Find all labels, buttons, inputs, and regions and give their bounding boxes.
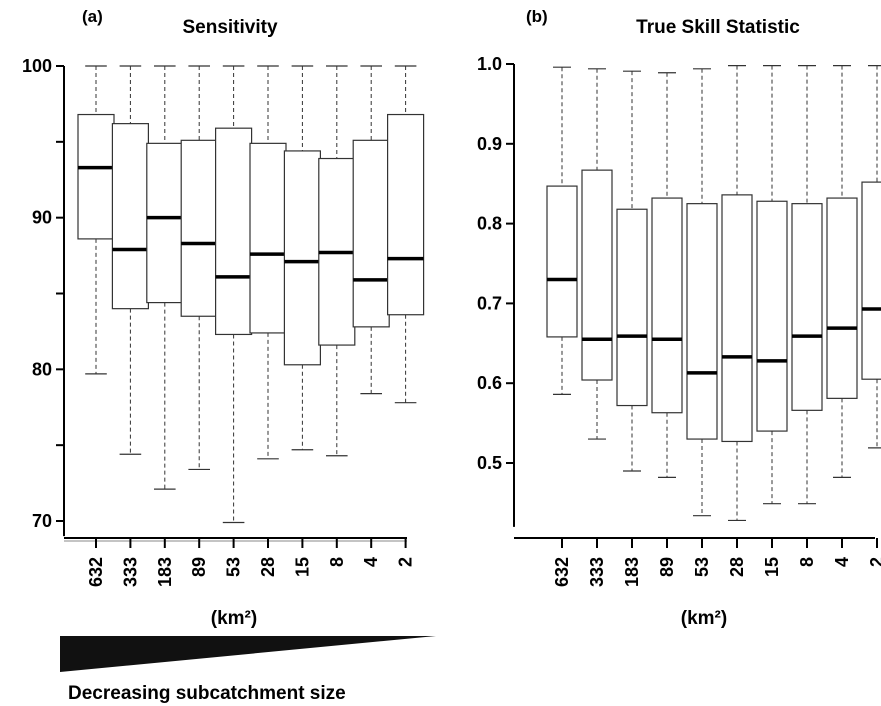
box-iqr bbox=[581, 169, 613, 381]
y-tick-label: 0.9 bbox=[477, 134, 502, 154]
x-tick-label: 53 bbox=[224, 557, 244, 577]
x-tick-label: 15 bbox=[292, 557, 312, 577]
box-15 bbox=[756, 64, 788, 505]
x-tick-label: 632 bbox=[86, 557, 106, 587]
box-15 bbox=[283, 65, 321, 451]
y-tick-label: 0.6 bbox=[477, 373, 502, 393]
x-tick-label: 632 bbox=[552, 557, 572, 587]
panel-a-sensitivity: (a) Sensitivity (km²) 70 80 90 100 632 333 183… bbox=[22, 7, 425, 629]
box-333 bbox=[581, 68, 613, 440]
box-iqr bbox=[180, 139, 218, 317]
box-iqr bbox=[686, 203, 718, 440]
x-tick-label: 53 bbox=[692, 557, 712, 577]
panel-b-title: True Skill Statistic bbox=[636, 17, 800, 38]
box-iqr bbox=[826, 197, 858, 399]
box-89 bbox=[651, 72, 683, 478]
x-tick-label: 4 bbox=[832, 557, 852, 567]
x-tick-label: 8 bbox=[327, 557, 347, 567]
x-tick-label: 8 bbox=[797, 557, 817, 567]
panel-b-label: (b) bbox=[526, 7, 548, 26]
x-tick-label: 333 bbox=[587, 557, 607, 587]
box-iqr bbox=[861, 181, 881, 380]
box-632 bbox=[546, 66, 578, 395]
box-8 bbox=[318, 65, 356, 457]
box-iqr bbox=[616, 208, 648, 407]
box-89 bbox=[180, 65, 218, 471]
x-tick-label: 333 bbox=[120, 557, 140, 587]
box-iqr bbox=[249, 142, 287, 334]
panel-a-label: (a) bbox=[82, 7, 103, 26]
decreasing-size-wedge bbox=[60, 636, 436, 672]
box-28 bbox=[249, 65, 287, 460]
box-8 bbox=[791, 64, 823, 505]
box-iqr bbox=[546, 185, 578, 338]
box-iqr bbox=[791, 203, 823, 411]
box-53 bbox=[686, 68, 718, 517]
box-iqr bbox=[283, 150, 321, 366]
box-4 bbox=[826, 64, 858, 478]
box-iqr bbox=[111, 123, 150, 310]
panel-b-axes: 0.5 0.6 0.7 0.8 0.9 1.0 632 333 183 89 53 28 15 8 4 2 bbox=[477, 54, 881, 587]
box-53 bbox=[215, 65, 253, 524]
panel-a-axes: 70 80 90 100 632 333 183 89 53 28 15 8 4 2 bbox=[22, 56, 416, 587]
box-183 bbox=[616, 70, 648, 472]
x-tick-label: 28 bbox=[258, 557, 278, 577]
y-tick-label: 0.5 bbox=[477, 453, 502, 473]
box-28 bbox=[721, 64, 753, 522]
y-tick-label: 100 bbox=[22, 56, 52, 76]
y-tick-label: 90 bbox=[32, 208, 52, 228]
box-183 bbox=[146, 65, 184, 490]
y-tick-label: 80 bbox=[32, 359, 52, 379]
y-tick-label: 70 bbox=[32, 511, 52, 531]
decreasing-size-label: Decreasing subcatchment size bbox=[68, 683, 346, 704]
x-tick-label: 4 bbox=[361, 557, 381, 567]
panel-b-true-skill-statistic: (b) True Skill Statistic (km²) 0.5 0.6 0.7… bbox=[477, 7, 881, 629]
panel-b-xlabel: (km²) bbox=[681, 608, 727, 629]
y-tick-label: 1.0 bbox=[477, 54, 502, 74]
box-iqr bbox=[215, 127, 253, 336]
x-tick-label: 2 bbox=[867, 557, 881, 567]
x-tick-label: 183 bbox=[155, 557, 175, 587]
box-iqr bbox=[651, 197, 683, 414]
x-tick-label: 183 bbox=[622, 557, 642, 587]
box-2 bbox=[861, 64, 881, 449]
x-tick-label: 28 bbox=[727, 557, 747, 577]
x-tick-label: 89 bbox=[189, 557, 209, 577]
box-2 bbox=[387, 65, 425, 404]
box-iqr bbox=[77, 113, 115, 240]
x-tick-label: 15 bbox=[762, 557, 782, 577]
box-iqr bbox=[721, 194, 753, 443]
box-iqr bbox=[146, 142, 184, 304]
box-iqr bbox=[756, 200, 788, 432]
panel-a-title: Sensitivity bbox=[182, 17, 277, 38]
x-tick-label: 89 bbox=[657, 557, 677, 577]
box-333 bbox=[111, 65, 150, 455]
box-632 bbox=[77, 65, 115, 375]
box-iqr bbox=[352, 139, 390, 328]
box-iqr bbox=[387, 113, 425, 316]
x-tick-label: 2 bbox=[396, 557, 416, 567]
box-4 bbox=[352, 65, 390, 395]
panel-a-xlabel: (km²) bbox=[211, 608, 257, 629]
y-tick-label: 0.8 bbox=[477, 214, 502, 234]
y-tick-label: 0.7 bbox=[477, 293, 502, 313]
